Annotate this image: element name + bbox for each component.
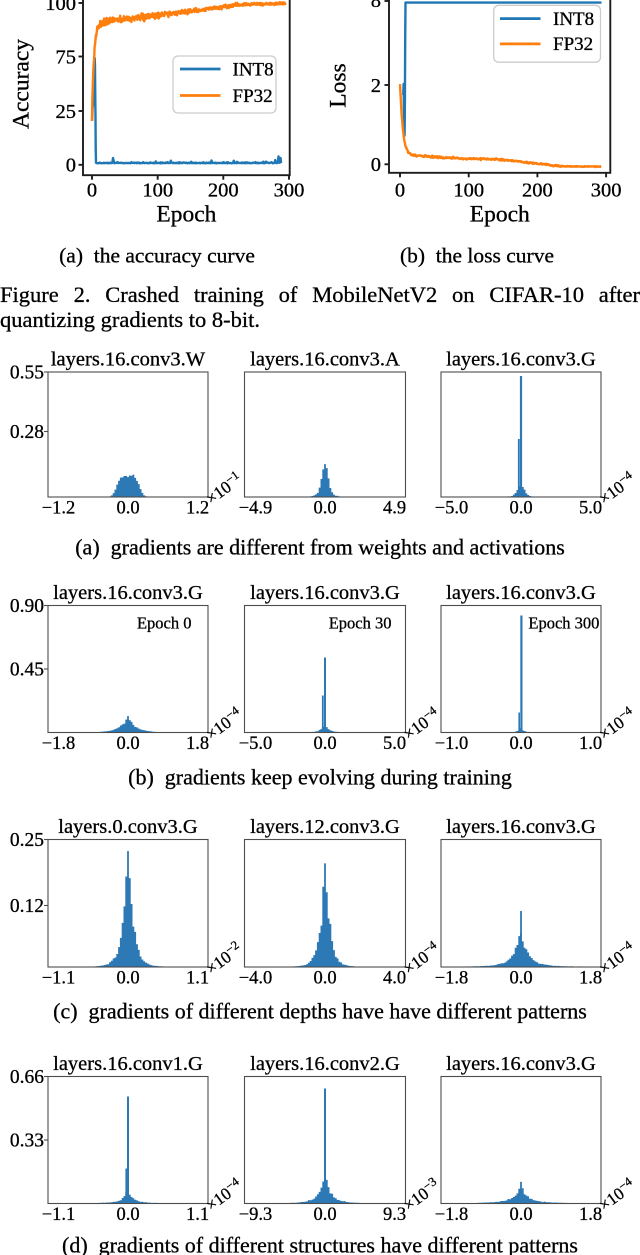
svg-text:Epoch 30: Epoch 30 xyxy=(329,614,392,633)
svg-text:Loss: Loss xyxy=(326,63,352,107)
svg-text:layers.12.conv3.G: layers.12.conv3.G xyxy=(250,816,400,838)
svg-text:layers.16.conv3.W: layers.16.conv3.W xyxy=(51,349,206,371)
svg-text:−1.1: −1.1 xyxy=(42,1205,76,1225)
svg-text:4.9: 4.9 xyxy=(383,498,406,518)
svg-text:1.2: 1.2 xyxy=(186,498,209,518)
svg-text:0.0: 0.0 xyxy=(313,968,336,988)
svg-text:0.0: 0.0 xyxy=(116,968,139,988)
svg-text:−1.1: −1.1 xyxy=(42,968,76,988)
svg-text:(b) gradients keep evolving d: (b) gradients keep evolving during train… xyxy=(128,765,512,790)
svg-text:0.0: 0.0 xyxy=(509,968,532,988)
svg-text:1.0: 1.0 xyxy=(579,734,602,754)
svg-text:−1.2: −1.2 xyxy=(42,498,76,518)
svg-text:0.0: 0.0 xyxy=(313,734,336,754)
svg-text:−9.3: −9.3 xyxy=(239,1205,273,1225)
svg-text:layers.16.conv3.G: layers.16.conv3.G xyxy=(446,1053,596,1075)
svg-text:Epoch 300: Epoch 300 xyxy=(528,614,599,633)
svg-text:100: 100 xyxy=(45,0,76,15)
svg-text:200: 200 xyxy=(208,179,239,201)
svg-text:−1.8: −1.8 xyxy=(435,1205,469,1225)
svg-text:100: 100 xyxy=(142,179,173,201)
svg-text:−4.0: −4.0 xyxy=(239,968,273,988)
svg-text:layers.16.conv3.G: layers.16.conv3.G xyxy=(53,582,203,604)
svg-text:Accuracy: Accuracy xyxy=(9,39,35,129)
svg-text:75: 75 xyxy=(56,46,77,68)
svg-text:4.0: 4.0 xyxy=(383,968,406,988)
svg-text:(c) gradients of different de: (c) gradients of different depths have h… xyxy=(53,999,587,1024)
svg-text:5.0: 5.0 xyxy=(383,734,406,754)
svg-text:FP32: FP32 xyxy=(233,86,273,107)
svg-text:1.1: 1.1 xyxy=(186,1205,209,1225)
svg-text:1.8: 1.8 xyxy=(186,734,209,754)
svg-text:layers.16.conv2.G: layers.16.conv2.G xyxy=(250,1053,400,1075)
svg-text:layers.16.conv3.A: layers.16.conv3.A xyxy=(250,349,400,371)
svg-text:2: 2 xyxy=(371,75,381,97)
svg-text:300: 300 xyxy=(274,179,305,201)
svg-text:layers.16.conv3.G: layers.16.conv3.G xyxy=(446,349,596,371)
svg-text:layers.16.conv3.G: layers.16.conv3.G xyxy=(446,582,596,604)
svg-text:INT8: INT8 xyxy=(233,59,274,80)
svg-text:0.55: 0.55 xyxy=(10,362,44,383)
svg-text:INT8: INT8 xyxy=(553,9,594,30)
svg-text:(a) gradients are different f: (a) gradients are different from weights… xyxy=(75,535,565,560)
svg-text:0: 0 xyxy=(66,155,76,177)
svg-text:0.0: 0.0 xyxy=(116,734,139,754)
svg-text:0: 0 xyxy=(395,179,405,201)
svg-text:−5.0: −5.0 xyxy=(239,734,273,754)
svg-text:9.3: 9.3 xyxy=(383,1205,406,1225)
svg-text:0.28: 0.28 xyxy=(10,422,44,443)
svg-text:−1.8: −1.8 xyxy=(435,968,469,988)
svg-text:0.90: 0.90 xyxy=(10,596,44,617)
svg-text:0.0: 0.0 xyxy=(313,498,336,518)
svg-text:0.0: 0.0 xyxy=(116,1205,139,1225)
svg-text:0.25: 0.25 xyxy=(10,830,44,851)
svg-text:−1.8: −1.8 xyxy=(42,734,76,754)
svg-text:100: 100 xyxy=(453,179,484,201)
svg-text:layers.16.conv1.G: layers.16.conv1.G xyxy=(53,1053,203,1075)
svg-text:FP32: FP32 xyxy=(553,34,593,55)
svg-text:0: 0 xyxy=(87,179,97,201)
svg-text:layers.0.conv3.G: layers.0.conv3.G xyxy=(58,816,198,838)
svg-text:0.0: 0.0 xyxy=(509,498,532,518)
svg-text:layers.16.conv3.G: layers.16.conv3.G xyxy=(446,816,596,838)
svg-text:Epoch 0: Epoch 0 xyxy=(137,614,192,633)
svg-text:(a) the accuracy curve: (a) the accuracy curve xyxy=(59,244,255,268)
svg-text:0.0: 0.0 xyxy=(509,734,532,754)
svg-text:−4.9: −4.9 xyxy=(239,498,273,518)
svg-text:layers.16.conv3.G: layers.16.conv3.G xyxy=(250,582,400,604)
svg-text:−5.0: −5.0 xyxy=(435,498,469,518)
svg-text:1.8: 1.8 xyxy=(579,1205,602,1225)
svg-text:8: 8 xyxy=(371,0,381,12)
svg-text:0.12: 0.12 xyxy=(10,896,44,917)
svg-text:5.0: 5.0 xyxy=(579,498,602,518)
svg-text:0.33: 0.33 xyxy=(10,1130,44,1151)
svg-text:200: 200 xyxy=(522,179,553,201)
svg-text:0.66: 0.66 xyxy=(10,1067,44,1088)
svg-text:0.45: 0.45 xyxy=(10,659,44,680)
svg-text:Epoch: Epoch xyxy=(156,202,216,228)
svg-text:1.8: 1.8 xyxy=(579,968,602,988)
svg-text:0.0: 0.0 xyxy=(116,498,139,518)
svg-text:(b) the loss curve: (b) the loss curve xyxy=(400,244,554,268)
svg-text:Epoch: Epoch xyxy=(470,202,530,228)
svg-text:(d) gradients of different st: (d) gradients of different structures ha… xyxy=(62,1233,578,1255)
svg-text:−1.0: −1.0 xyxy=(435,734,469,754)
svg-text:300: 300 xyxy=(591,179,622,201)
svg-text:0.0: 0.0 xyxy=(313,1205,336,1225)
svg-text:0: 0 xyxy=(371,154,381,176)
svg-text:25: 25 xyxy=(56,101,77,123)
svg-text:1.1: 1.1 xyxy=(186,968,209,988)
svg-text:0.0: 0.0 xyxy=(509,1205,532,1225)
